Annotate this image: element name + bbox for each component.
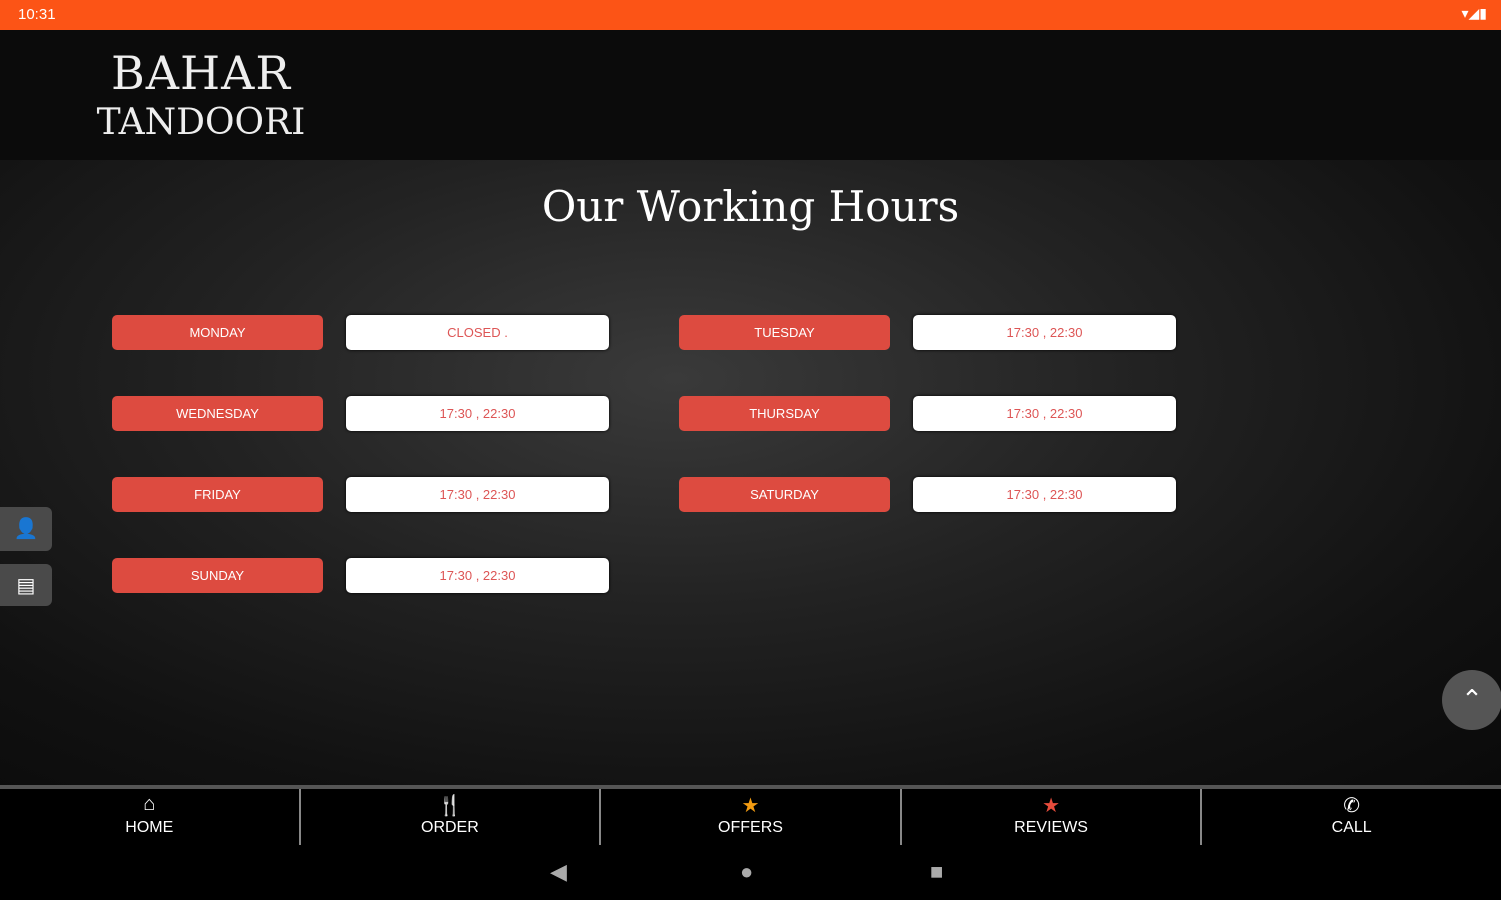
star-icon: ★	[1042, 795, 1061, 817]
star-icon: ★	[741, 795, 760, 817]
recents-icon[interactable]: ■	[930, 859, 944, 884]
nav-label: OFFERS	[718, 819, 783, 836]
page-title: Our Working Hours	[541, 182, 960, 231]
nav-offers[interactable]: ★ OFFERS	[601, 789, 902, 845]
back-icon[interactable]: ◀	[550, 859, 567, 884]
contact-card-icon[interactable]: ▤	[0, 564, 52, 606]
day-label: TUESDAY	[679, 315, 890, 350]
home-circle-icon[interactable]: ●	[740, 859, 754, 884]
logo-line1: BAHAR	[111, 46, 291, 100]
phone-icon: ✆	[1343, 795, 1361, 817]
user-icon[interactable]: 👤	[0, 507, 52, 551]
home-icon: ⌂	[143, 793, 156, 815]
status-bar: 10:31 ▾◢▮	[0, 0, 1501, 30]
day-label: WEDNESDAY	[112, 396, 323, 431]
nav-order[interactable]: 🍴 ORDER	[301, 789, 602, 845]
cutlery-icon: 🍴	[437, 795, 463, 817]
nav-reviews[interactable]: ★ REVIEWS	[902, 789, 1203, 845]
nav-label: CALL	[1331, 819, 1372, 836]
logo-line2: TANDOORI	[96, 102, 306, 143]
main-content: Our Working Hours MONDAY CLOSED . TUESDAY…	[0, 160, 1501, 785]
nav-call[interactable]: ✆ CALL	[1202, 789, 1501, 845]
hours-value: 17:30 , 22:30	[913, 315, 1176, 350]
hours-value: 17:30 , 22:30	[346, 558, 609, 593]
day-label: THURSDAY	[679, 396, 890, 431]
hours-value: CLOSED .	[346, 315, 609, 350]
day-label: FRIDAY	[112, 477, 323, 512]
hours-value: 17:30 , 22:30	[913, 396, 1176, 431]
status-time: 10:31	[18, 6, 56, 23]
nav-label: REVIEWS	[1014, 819, 1088, 836]
hours-value: 17:30 , 22:30	[346, 396, 609, 431]
nav-home[interactable]: ⌂ HOME	[0, 789, 301, 845]
day-label: MONDAY	[112, 315, 323, 350]
scroll-top-button[interactable]: ⌃	[1442, 670, 1501, 730]
day-label: SATURDAY	[679, 477, 890, 512]
day-label: SUNDAY	[112, 558, 323, 593]
logo[interactable]: BAHAR TANDOORI	[85, 46, 317, 146]
hours-value: 17:30 , 22:30	[913, 477, 1176, 512]
system-nav: ◀ ● ■	[0, 845, 1501, 900]
bottom-nav: ⌂ HOME 🍴 ORDER ★ OFFERS ★ REVIEWS ✆ CALL	[0, 785, 1501, 845]
header: BAHAR TANDOORI	[0, 30, 1501, 160]
nav-label: ORDER	[421, 819, 479, 836]
hours-value: 17:30 , 22:30	[346, 477, 609, 512]
nav-label: HOME	[125, 819, 174, 836]
status-icons: ▾◢▮	[1461, 5, 1488, 21]
